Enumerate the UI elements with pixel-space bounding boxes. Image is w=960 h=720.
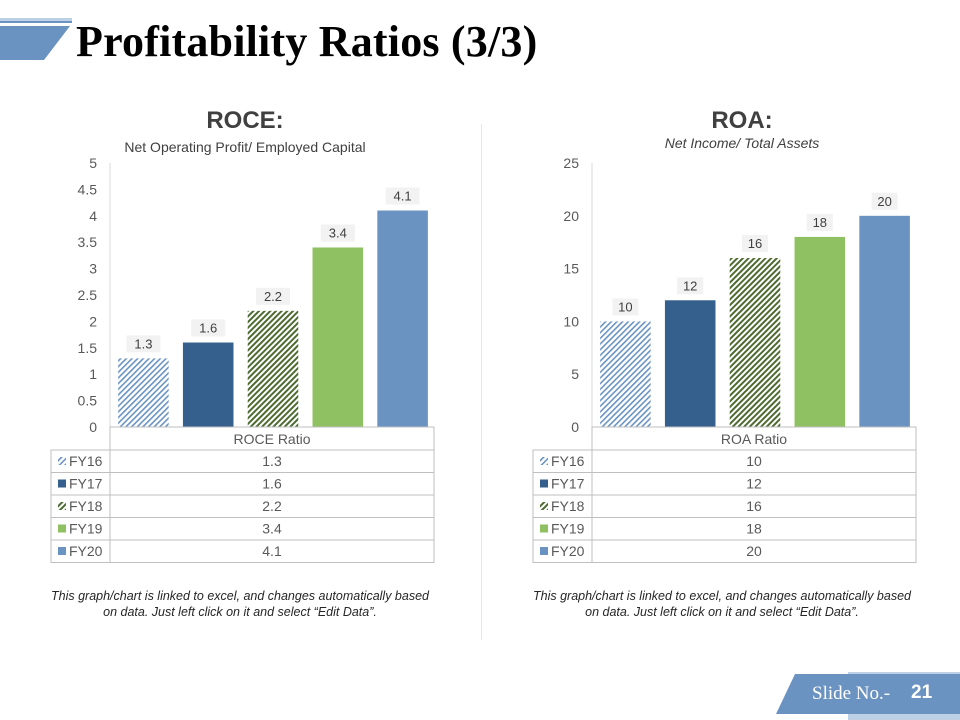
roa-chart-subtitle: Net Income/ Total Assets: [664, 135, 820, 151]
roa-table-value: 12: [746, 476, 762, 492]
roce-data-label-bg: [320, 224, 355, 242]
roce-chart-panel: ROCE: Net Operating Profit/ Employed Cap…: [50, 100, 470, 640]
roa-data-label-bg: [806, 213, 833, 231]
roce-data-label-bg: [191, 319, 226, 337]
roce-y-tick: 2.5: [78, 287, 98, 303]
roa-bar-fy19: [794, 236, 846, 427]
roce-bar-fy16: [118, 358, 169, 427]
roa-y-tick: 25: [563, 155, 579, 171]
roce-table-value: 2.2: [262, 498, 282, 514]
header-underline: [0, 21, 72, 23]
roce-bar-fy20: [377, 210, 428, 427]
roce-data-label-bg: [126, 335, 161, 353]
roa-chart-title: ROA:: [711, 107, 773, 134]
slide-number-label: Slide No.-: [812, 683, 891, 704]
roce-bar-fy19: [312, 247, 364, 427]
roce-data-label: 3.4: [329, 225, 347, 240]
roce-legend-key: [58, 547, 66, 555]
roce-y-tick: 1.5: [78, 340, 98, 356]
roce-y-tick: 0: [89, 419, 97, 435]
roa-legend-label: FY17: [551, 476, 585, 492]
roa-y-tick: 5: [571, 366, 579, 382]
roa-legend-key: [540, 502, 548, 510]
roce-bar-fy17: [182, 342, 234, 427]
roa-y-tick: 15: [563, 261, 579, 277]
roa-y-tick: 0: [571, 419, 579, 435]
roce-legend-label: FY20: [69, 543, 103, 559]
roce-data-label: 4.1: [394, 189, 412, 204]
roce-chart-subtitle: Net Operating Profit/ Employed Capital: [124, 139, 366, 155]
roce-data-label-bg: [256, 287, 290, 305]
roce-bar-fy18: [247, 310, 299, 427]
roce-data-label: 1.6: [199, 321, 217, 336]
roce-legend-key: [58, 479, 66, 488]
roce-y-tick: 5: [89, 155, 97, 171]
roa-legend-label: FY20: [551, 543, 585, 559]
roce-y-tick: 3.5: [78, 234, 98, 250]
roa-legend-key: [540, 547, 548, 555]
roa-table-value: 18: [746, 521, 762, 537]
roce-y-tick: 0.5: [78, 393, 98, 409]
roce-y-tick: 3: [89, 261, 97, 277]
roce-legend-label: FY17: [69, 476, 103, 492]
roa-data-label: 18: [813, 215, 827, 230]
roa-chart-note: This graph/chart is linked to excel, and…: [533, 589, 911, 619]
roce-y-tick: 1: [89, 366, 97, 382]
roa-data-label: 20: [877, 194, 891, 209]
roa-data-label: 12: [683, 278, 697, 293]
roa-data-label: 10: [618, 299, 632, 314]
roce-data-label: 1.3: [134, 336, 152, 351]
roce-table-category: ROCE Ratio: [233, 431, 310, 447]
page-title: Profitability Ratios (3/3): [76, 17, 538, 66]
roa-data-label: 16: [748, 236, 762, 251]
roa-legend-key: [540, 457, 548, 465]
roa-table-value: 20: [746, 543, 762, 559]
roce-table-value: 3.4: [262, 521, 282, 537]
roa-data-label-bg: [871, 192, 898, 210]
roce-legend-key: [58, 502, 66, 510]
roce-data-label: 2.2: [264, 289, 282, 304]
roa-table-value: 10: [746, 453, 762, 469]
roa-table-value: 16: [746, 498, 762, 514]
roa-table-row: [532, 539, 917, 563]
roa-chart: 0 5 10 15 20 25 10 12 16 18 20 ROA Ratio FY16 10 FY17 1…: [532, 155, 917, 563]
roce-table-value: 4.1: [262, 543, 282, 559]
roce-table-value: 1.6: [262, 476, 282, 492]
roce-legend-label: FY16: [69, 453, 103, 469]
roce-y-tick: 4.5: [78, 181, 98, 197]
roa-bar-fy17: [664, 300, 716, 427]
roa-y-tick: 20: [563, 208, 579, 224]
roa-legend-label: FY16: [551, 453, 585, 469]
roa-bar-fy16: [600, 321, 651, 427]
roa-bar-fy20: [859, 215, 910, 427]
roa-chart-panel: ROA: Net Income/ Total Assets 0 5 10 15 20 25…: [532, 100, 952, 640]
roce-chart-note: This graph/chart is linked to excel, and…: [51, 589, 429, 619]
panel-divider: [481, 124, 482, 640]
roa-legend-key: [540, 479, 548, 488]
roce-legend-key: [58, 457, 66, 465]
roa-legend-label: FY18: [551, 498, 585, 514]
roa-bar-fy18: [729, 258, 781, 427]
roa-y-tick: 10: [563, 313, 579, 329]
roce-legend-label: FY19: [69, 521, 103, 537]
roce-legend-key: [58, 524, 66, 533]
roce-legend-label: FY18: [69, 498, 103, 514]
roce-y-tick: 4: [89, 208, 97, 224]
slide-number: 21: [911, 682, 933, 703]
roa-data-label-bg: [612, 298, 639, 316]
roa-data-label-bg: [742, 235, 768, 253]
roce-chart: 0 0.5 1 1.5 2 2.5 3 3.5 4 4.5 5 1.3 1.6 2.2 3.4 4.1 ROCE…: [50, 155, 435, 563]
roa-table-category: ROA Ratio: [721, 431, 787, 447]
roce-data-label-bg: [385, 187, 420, 205]
roa-data-label-bg: [677, 277, 704, 295]
roce-chart-title: ROCE:: [206, 107, 284, 134]
roa-legend-label: FY19: [551, 521, 585, 537]
roa-legend-key: [540, 524, 548, 533]
roce-table-value: 1.3: [262, 453, 282, 469]
roce-table-row: [50, 539, 435, 563]
roce-y-tick: 2: [89, 313, 97, 329]
